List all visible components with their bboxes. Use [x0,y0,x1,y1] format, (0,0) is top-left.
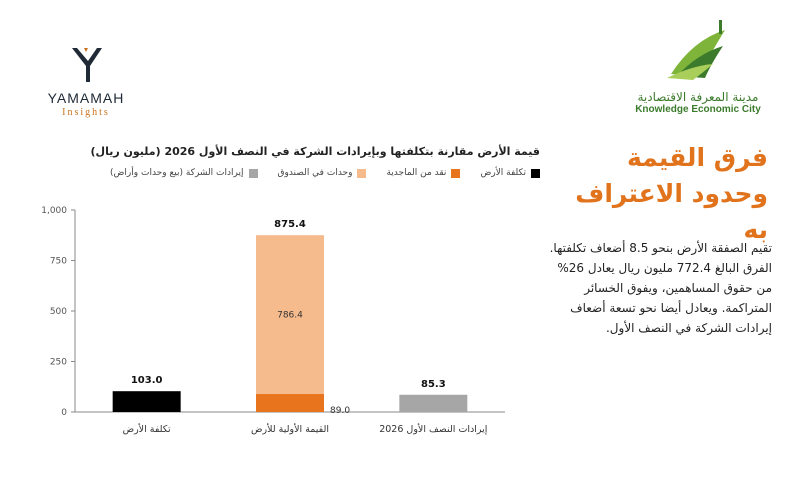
legend-label: نقد من الماجدية [386,168,447,178]
legend-label: تكلفة الأرض [480,168,526,178]
yamamah-y-icon [72,48,102,82]
legend-item: تكلفة الأرض [480,168,540,178]
legend-swatch [451,168,461,178]
segment-label-cash: 89.0 [330,406,350,416]
legend-label: إيرادات الشركة (بيع وحدات وأراض) [110,168,244,178]
yamamah-name: YAMAMAH [47,90,125,106]
bar-total-label: 103.0 [131,375,163,386]
kec-arabic-name: مدينة المعرفة الاقتصادية [637,90,759,104]
y-tick-label: 0 [61,408,67,418]
segment-label-units: 786.4 [277,311,303,321]
kec-english-name: Knowledge Economic City [635,104,761,115]
bar-total-label: 85.3 [421,379,446,390]
legend-label: وحدات في الصندوق [277,168,353,178]
bar-segment [256,235,324,395]
legend-item: نقد من الماجدية [386,168,461,178]
body-text: تقيم الصفقة الأرض بنحو 8.5 أضعاف تكلفتها… [549,241,772,335]
bar-chart: 0 250 500 750 1,000 103.0 تكلفة الأرض 875.4 القي… [41,206,505,435]
y-tick-label: 250 [50,358,67,368]
bar-segment [399,394,468,412]
kec-logo: مدينة المعرفة الاقتصادية Knowledge Econo… [628,20,768,115]
legend-swatch [531,168,540,178]
x-tick-label: إيرادات النصف الأول 2026 [379,423,488,435]
headline: فرق القيمة وحدود الاعتراف به [575,143,768,244]
y-tick-label: 500 [50,307,67,317]
yamamah-logo: YAMAMAH Insights [40,44,132,118]
legend-swatch [357,168,367,178]
x-tick-label: تكلفة الأرض [123,423,171,435]
bar-total-label: 875.4 [274,219,306,230]
bar-segment [112,391,181,412]
chart-legend: تكلفة الأرض نقد من الماجدية وحدات في الصند… [20,168,540,178]
legend-swatch [248,168,258,178]
bar-segment [256,394,324,412]
y-tick-label: 750 [50,257,67,267]
kec-dome-icon [667,20,725,80]
x-tick-label: القيمة الأولية للأرض [251,423,329,435]
legend-item: وحدات في الصندوق [278,168,367,178]
y-tick-label: 1,000 [41,206,67,216]
yamamah-sub: Insights [62,107,110,118]
chart-title: قيمة الأرض مقارنة بتكلفتها وبإيرادات الش… [90,145,540,158]
legend-item: إيرادات الشركة (بيع وحدات وأراض) [110,168,258,178]
